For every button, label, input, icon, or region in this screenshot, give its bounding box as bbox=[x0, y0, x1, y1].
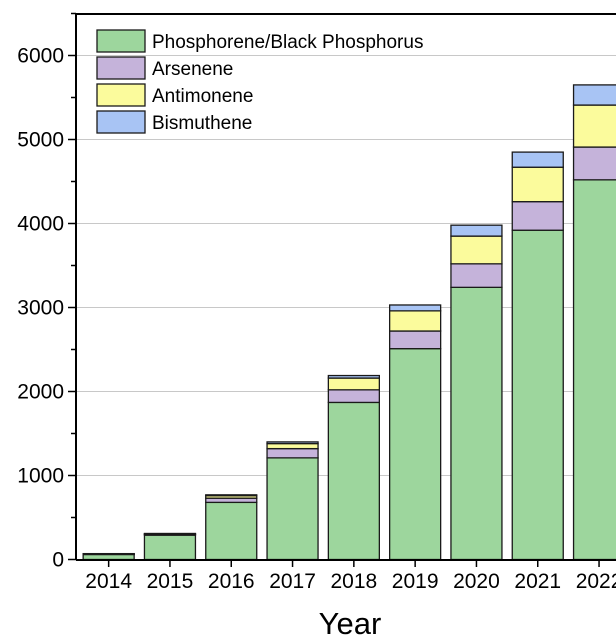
bar-segment bbox=[82, 552, 135, 555]
bar-segment bbox=[511, 151, 564, 168]
x-tick-label: 2016 bbox=[208, 570, 255, 593]
axes: 0 1000 2000 3000 4000 5000 6000 2014 2015 2016 201… bbox=[17, 12, 616, 593]
bar-segment bbox=[450, 224, 503, 237]
y-tick-label: 2000 bbox=[17, 381, 64, 404]
bar-segment bbox=[450, 286, 503, 561]
bar-segment bbox=[572, 146, 616, 181]
bar-segment bbox=[82, 553, 135, 561]
legend-swatch bbox=[96, 83, 146, 107]
bar-segment bbox=[388, 304, 442, 312]
legend-label: Phosphorene/Black Phosphorus bbox=[152, 32, 423, 53]
bar-segment bbox=[388, 310, 442, 332]
bar-segment bbox=[327, 401, 381, 561]
legend-swatch bbox=[96, 110, 146, 134]
bar-segment bbox=[511, 201, 564, 231]
bar-segment bbox=[511, 229, 564, 561]
y-tick-label: 6000 bbox=[17, 45, 64, 68]
legend: Phosphorene/Black Phosphorus Arsenene Anti… bbox=[96, 29, 423, 134]
bar-segment bbox=[327, 389, 381, 404]
bar-segment bbox=[388, 330, 442, 350]
x-tick-label: 2017 bbox=[269, 570, 316, 593]
bar-segment bbox=[266, 457, 319, 561]
x-tick-label: 2019 bbox=[392, 570, 439, 593]
bar-segment bbox=[511, 166, 564, 203]
x-tick-label: 2015 bbox=[147, 570, 194, 593]
bar-segment bbox=[266, 441, 319, 445]
bar-segment bbox=[572, 84, 616, 106]
y-tick-label: 3000 bbox=[17, 297, 64, 320]
bar-segment bbox=[266, 447, 319, 459]
bars bbox=[82, 84, 616, 561]
legend-label: Arsenene bbox=[152, 59, 233, 80]
bar-segment bbox=[572, 104, 616, 148]
bar-segment bbox=[143, 534, 197, 561]
bar-segment bbox=[143, 532, 197, 535]
bar-segment bbox=[205, 494, 258, 497]
x-tick-label: 2022 bbox=[576, 570, 616, 593]
x-axis-title: Year bbox=[319, 606, 382, 639]
legend-label: Bismuthene bbox=[152, 113, 252, 134]
y-tick-label: 1000 bbox=[17, 465, 64, 488]
bar-segment bbox=[388, 348, 442, 561]
legend-swatch bbox=[96, 56, 146, 80]
x-tick-label: 2014 bbox=[85, 570, 132, 593]
x-tick-label: 2021 bbox=[514, 570, 561, 593]
bar-segment bbox=[205, 501, 258, 561]
y-tick-label: 0 bbox=[52, 549, 64, 572]
bar-segment bbox=[327, 377, 381, 391]
legend-label: Antimonene bbox=[152, 86, 253, 107]
y-tick-label: 4000 bbox=[17, 213, 64, 236]
bar-segment bbox=[572, 179, 616, 561]
bar-segment bbox=[266, 442, 319, 450]
x-tick-label: 2018 bbox=[330, 570, 377, 593]
x-tick-label: 2020 bbox=[453, 570, 500, 593]
bar-segment bbox=[450, 263, 503, 288]
y-tick-label: 5000 bbox=[17, 129, 64, 152]
legend-swatch bbox=[96, 29, 146, 53]
bar-segment bbox=[450, 235, 503, 265]
bar-segment bbox=[327, 374, 381, 379]
